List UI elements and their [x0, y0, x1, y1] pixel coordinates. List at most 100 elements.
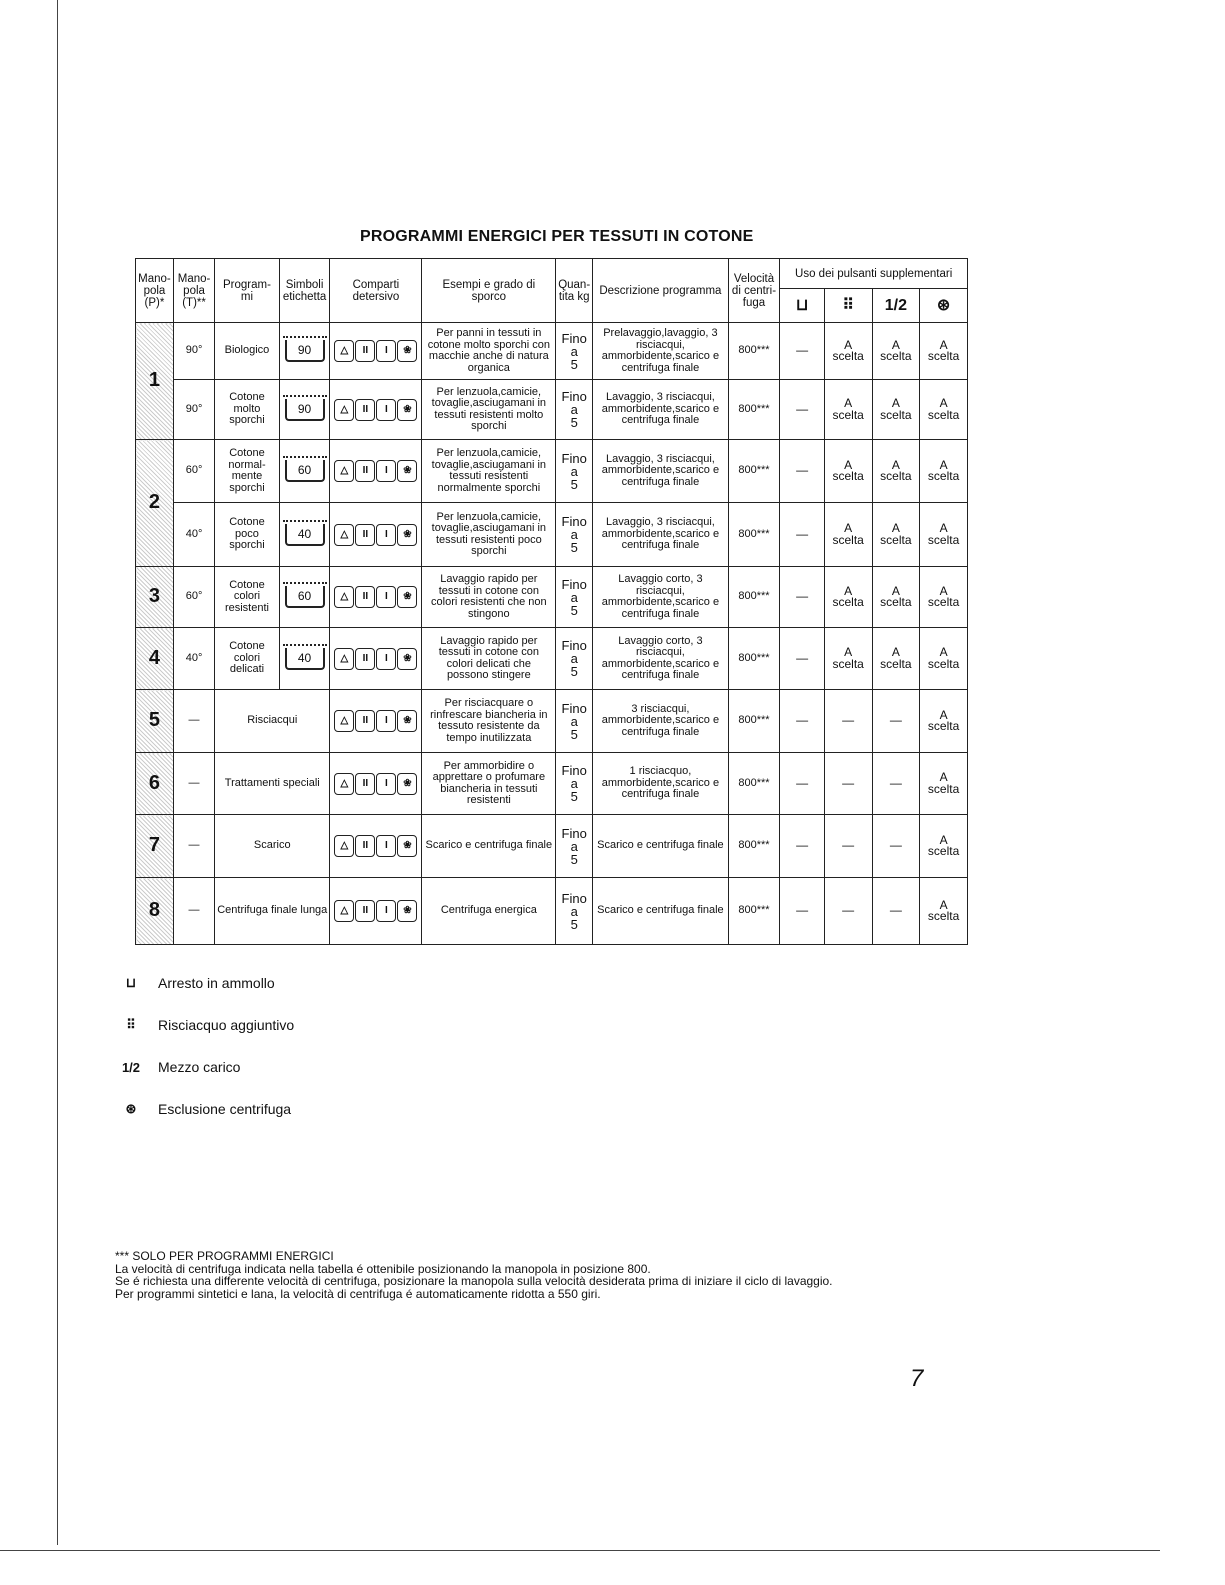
table-title: PROGRAMMI ENERGICI PER TESSUTI IN COTONE [360, 228, 754, 245]
program-name: Biologico [214, 322, 280, 380]
care-label-symbol: 60 [278, 439, 331, 503]
wash-icon: II [355, 586, 376, 608]
compartment-icons: △ II I ❀ [334, 647, 418, 670]
program-description: Scarico e centrifuga finale [592, 877, 729, 945]
button-usage: A scelta [919, 566, 968, 628]
program-description: 3 risciacqui, ammorbidente,scarico e cen… [592, 689, 729, 753]
spin-speed: 800*** [727, 689, 781, 753]
care-label-symbol: 40 [278, 502, 331, 567]
quantity: Fino a 5 [555, 502, 594, 567]
softener-icon: ❀ [397, 340, 418, 362]
program-name: Cotone molto sporchi [214, 379, 280, 440]
main-icon: I [376, 900, 397, 922]
detergent-compartments: △ II I ❀ [329, 877, 423, 945]
knob-position: 6 [135, 752, 174, 815]
legend-label: Risciacquo aggiuntivo [158, 1017, 295, 1033]
knob-position: 5 [135, 689, 174, 753]
program-name: Trattamenti speciali [214, 752, 331, 815]
button-usage: A scelta [823, 379, 873, 440]
detergent-compartments: △ II I ❀ [329, 814, 423, 878]
care-label-symbol: 90 [278, 379, 331, 440]
scan-edge [0, 1550, 1160, 1551]
tub-icon: ⊔ [779, 288, 825, 323]
button-usage: A scelta [919, 322, 968, 380]
prewash-icon: △ [334, 772, 355, 795]
header-programmi: Program-mi [214, 258, 280, 323]
wash-icon: II [355, 647, 376, 670]
softener-icon: ❀ [397, 460, 418, 482]
page-number: 7 [910, 1365, 924, 1392]
legend-item: ⊔ Arresto in ammollo [118, 975, 275, 991]
program-description: Lavaggio corto, 3 risciacqui, ammorbiden… [592, 566, 729, 628]
wash-icon: II [355, 835, 376, 857]
footnote: *** SOLO PER PROGRAMMI ENERGICI La veloc… [115, 1250, 833, 1300]
quantity: Fino a 5 [555, 752, 594, 815]
temperature: 40° [172, 627, 216, 690]
spin-speed: 800*** [727, 322, 781, 380]
button-usage: A scelta [871, 566, 921, 628]
button-usage: A scelta [871, 379, 921, 440]
spin-speed: 800*** [727, 502, 781, 567]
temperature: 90° [172, 322, 216, 380]
scan-edge [57, 0, 58, 1545]
temperature: — [172, 877, 216, 945]
soil-examples: Centrifuga energica [421, 877, 557, 945]
spin-speed: 800*** [727, 752, 781, 815]
quantity: Fino a 5 [555, 689, 594, 753]
main-icon: I [376, 460, 397, 482]
header-descrizione: Descrizione programma [592, 258, 729, 323]
button-usage: A scelta [823, 627, 873, 690]
detergent-compartments: △ II I ❀ [329, 627, 423, 690]
button-usage: A scelta [871, 627, 921, 690]
table-row: 4 40° Cotone colori delicati 40 △ II I ❀ Lavaggi… [135, 627, 968, 690]
button-usage: A scelta [919, 502, 968, 567]
main-icon: I [376, 398, 397, 421]
half-load-icon: 1/2 [871, 288, 921, 323]
header-esempi: Esempi e grado di sporco [421, 258, 557, 323]
legend-item: ⊛ Esclusione centrifuga [118, 1101, 292, 1117]
spin-speed: 800*** [727, 814, 781, 878]
button-usage: — [779, 627, 825, 690]
main-icon: I [376, 523, 397, 546]
footnote-line: *** SOLO PER PROGRAMMI ENERGICI [115, 1249, 334, 1263]
table-row: 90° Cotone molto sporchi 90 △ II I ❀ Per lenzuo… [136, 379, 968, 440]
quantity: Fino a 5 [555, 814, 594, 878]
button-usage: A scelta [919, 814, 968, 878]
footnote-line: Se é richiesta una differente velocità d… [115, 1274, 833, 1288]
button-usage: A scelta [823, 322, 873, 380]
detergent-compartments: △ II I ❀ [329, 502, 423, 567]
table-row: 3 60° Cotone colori resistenti 60 △ II I ❀ Lavag… [135, 566, 968, 628]
softener-icon: ❀ [397, 900, 418, 922]
soil-examples: Scarico e centrifuga finale [421, 814, 557, 878]
quantity: Fino a 5 [555, 379, 594, 440]
spin-speed: 800*** [727, 566, 781, 628]
button-usage: A scelta [919, 752, 968, 815]
detergent-compartments: △ II I ❀ [329, 439, 423, 503]
table-row: 6— Trattamenti speciali △ II I ❀ Per ammorbidi… [135, 752, 968, 815]
compartment-icons: △ II I ❀ [334, 586, 418, 608]
program-description: 1 risciacquo, ammorbidente,scarico e cen… [592, 752, 729, 815]
soil-examples: Per lenzuola,camicie, tovaglie,asciugama… [421, 379, 557, 440]
prewash-icon: △ [334, 835, 355, 857]
half-load-icon: 1/2 [121, 1059, 141, 1075]
compartment-icons: △ II I ❀ [334, 900, 418, 922]
button-usage: — [871, 752, 921, 815]
prewash-icon: △ [334, 586, 355, 608]
softener-icon: ❀ [397, 835, 418, 857]
button-usage: A scelta [871, 439, 921, 503]
program-description: Lavaggio corto, 3 risciacqui, ammorbiden… [592, 627, 729, 690]
wash-icon: II [355, 460, 376, 482]
care-label-symbol: 40 [278, 627, 331, 690]
temperature: 60° [172, 439, 216, 503]
header-pulsanti: Uso dei pulsanti supplementari [779, 258, 968, 289]
wash-icon: II [355, 398, 376, 421]
quantity: Fino a 5 [555, 322, 594, 380]
button-usage: A scelta [823, 502, 873, 567]
table-row: 8— Centrifuga finale lunga △ II I ❀ Centrifuga… [135, 877, 968, 945]
prewash-icon: △ [334, 710, 355, 732]
button-usage: A scelta [823, 566, 873, 628]
prewash-icon: △ [334, 460, 355, 482]
care-label-symbol: 90 [278, 322, 331, 380]
table-row: 40° Cotone poco sporchi 40 △ II I ❀ Per lenzuol… [136, 502, 968, 567]
knob-position: 4 [135, 627, 174, 690]
